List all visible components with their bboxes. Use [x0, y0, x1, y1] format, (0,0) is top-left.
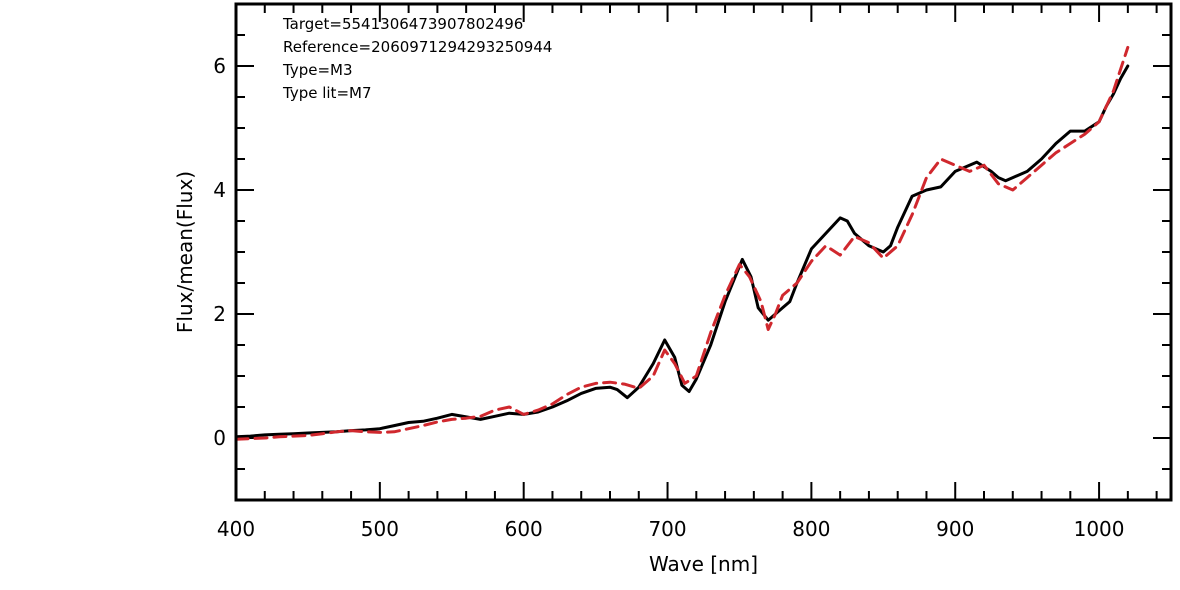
x-tick-label: 400 [217, 517, 255, 541]
reference-spectrum-line [234, 45, 1130, 441]
plot-frame [234, 2, 1173, 502]
x-axis-label: Wave [nm] [649, 552, 758, 576]
x-tick-label: 800 [792, 517, 830, 541]
annotation-text: Type=M3 [282, 61, 353, 79]
y-tick-label: 2 [213, 302, 226, 326]
x-tick-label: 900 [936, 517, 974, 541]
x-tick-label: 700 [648, 517, 686, 541]
y-tick-label: 6 [213, 54, 226, 78]
y-axis-label: Flux/mean(Flux) [173, 171, 197, 333]
annotations: Target=5541306473907802496 Reference=2060… [282, 15, 552, 102]
x-tick-label: 600 [505, 517, 543, 541]
x-tick-label: 1000 [1074, 517, 1125, 541]
target-spectrum-line [234, 64, 1130, 439]
x-tick-label: 500 [361, 517, 399, 541]
tick-labels: 400 500 600 700 800 900 1000 0 2 4 6 [213, 54, 1124, 541]
annotation-text: Reference=2060971294293250944 [283, 38, 552, 56]
annotation-text: Type lit=M7 [282, 84, 372, 102]
axis-ticks [235, 3, 1171, 501]
annotation-text: Target=5541306473907802496 [282, 15, 523, 33]
y-tick-label: 0 [213, 426, 226, 450]
series-lines [234, 45, 1130, 441]
y-tick-label: 4 [213, 178, 226, 202]
